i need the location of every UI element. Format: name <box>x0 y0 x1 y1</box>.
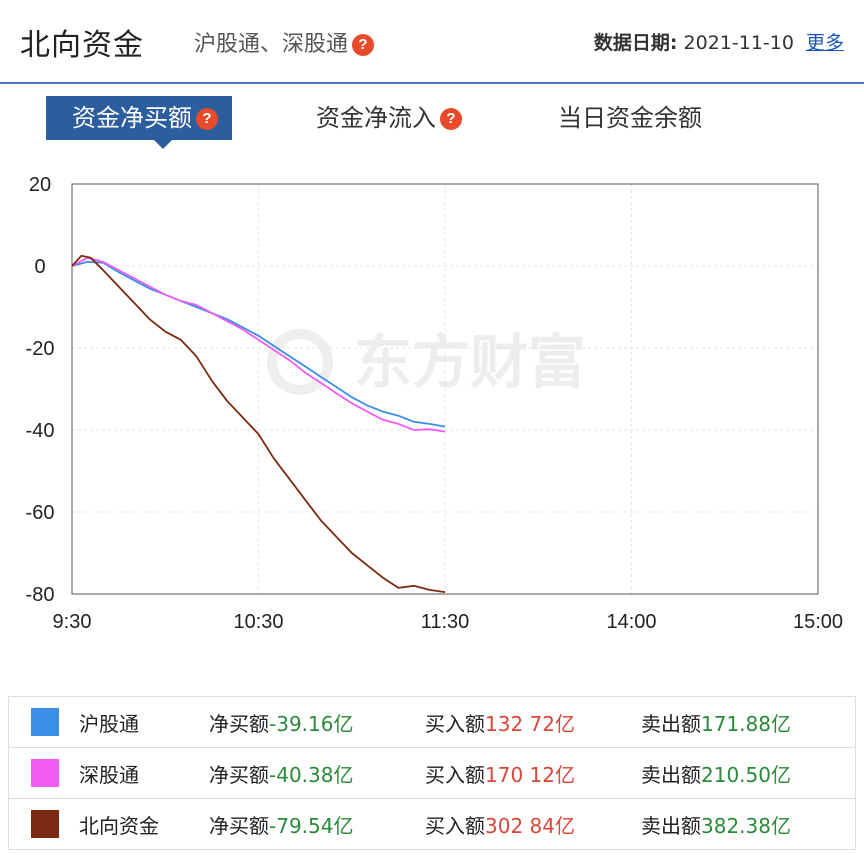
series-line-深股通 <box>71 256 446 433</box>
buy-value: 170 12亿 <box>485 762 575 787</box>
tab-net-inflow[interactable]: 资金净流入? <box>316 96 462 140</box>
buy-value: 132 72亿 <box>485 711 575 736</box>
legend-row: 北向资金 净买额-79.54亿 买入额302 84亿 卖出额382.38亿 <box>8 798 856 850</box>
question-icon[interactable]: ? <box>196 108 218 130</box>
y-tick-label: -60 <box>26 502 55 524</box>
series-line-沪股通 <box>71 261 446 428</box>
legend-name: 沪股通 <box>79 711 139 736</box>
y-tick-label: 0 <box>34 256 45 278</box>
sell-value: 382.38亿 <box>701 813 791 838</box>
plot-frame <box>71 183 819 595</box>
watermark: 东方财富 <box>354 328 586 396</box>
question-icon[interactable]: ? <box>352 34 375 56</box>
y-tick-label: 20 <box>29 174 51 196</box>
tab-balance-label: 当日资金余额 <box>558 104 702 132</box>
legend-swatch <box>31 759 59 787</box>
legend-swatch <box>31 810 59 838</box>
net-buy-label: 净买额 <box>209 762 269 787</box>
page-title: 北向资金 <box>20 28 144 63</box>
tab-net-buy[interactable]: 资金净买额? <box>46 96 232 149</box>
date-label: 数据日期: <box>593 32 678 54</box>
net-buy-chart: 东方财富 20 0 -20 -40 -60 -80 9:30 10:30 11:30 14:00 15… <box>26 174 843 633</box>
sell-label: 卖出额 <box>641 762 701 787</box>
sell-label: 卖出额 <box>641 711 701 736</box>
y-tick-label: -40 <box>26 420 55 442</box>
net-buy-label: 净买额 <box>209 813 269 838</box>
sell-label: 卖出额 <box>641 813 701 838</box>
page-subtitle: 沪股通、深股通? <box>194 26 375 58</box>
x-tick-label: 15:00 <box>793 611 843 633</box>
buy-label: 买入额 <box>425 762 485 787</box>
legend-swatch <box>31 708 59 736</box>
legend-row: 沪股通 净买额-39.16亿 买入额132 72亿 卖出额171.88亿 <box>8 696 856 748</box>
buy-label: 买入额 <box>425 711 485 736</box>
subtitle-text: 沪股通、深股通 <box>194 32 349 57</box>
more-link[interactable]: 更多 <box>805 32 844 54</box>
y-tick-label: -80 <box>26 584 55 606</box>
date-value: 2021-11-10 <box>683 32 794 54</box>
watermark-logo-icon <box>267 329 333 395</box>
tab-net-buy-label: 资金净买额 <box>72 104 192 132</box>
buy-value: 302 84亿 <box>485 813 575 838</box>
net-buy-value: -79.54亿 <box>269 813 354 838</box>
sell-value: 210.50亿 <box>701 762 791 787</box>
tab-net-inflow-label: 资金净流入 <box>316 104 436 132</box>
header: 北向资金 沪股通、深股通? 数据日期: 2021-11-10 更多 <box>0 0 864 84</box>
data-date: 数据日期: 2021-11-10 更多 <box>594 28 844 55</box>
sell-value: 171.88亿 <box>701 711 791 736</box>
net-buy-value: -39.16亿 <box>269 711 354 736</box>
x-tick-label: 11:30 <box>421 611 470 633</box>
legend-name: 北向资金 <box>79 813 159 838</box>
x-tick-label: 9:30 <box>53 611 92 633</box>
tab-balance[interactable]: 当日资金余额 <box>558 96 702 140</box>
series-line-北向资金 <box>71 254 446 593</box>
legend-table: 沪股通 净买额-39.16亿 买入额132 72亿 卖出额171.88亿 深股通 净买额-… <box>8 696 856 850</box>
net-buy-value: -40.38亿 <box>269 762 354 787</box>
legend-row: 深股通 净买额-40.38亿 买入额170 12亿 卖出额210.50亿 <box>8 747 856 799</box>
buy-label: 买入额 <box>425 813 485 838</box>
x-tick-label: 10:30 <box>233 611 283 633</box>
legend-name: 深股通 <box>79 762 139 787</box>
active-tab-caret <box>154 140 172 149</box>
question-icon[interactable]: ? <box>440 108 462 130</box>
x-tick-label: 14:00 <box>606 611 656 633</box>
net-buy-label: 净买额 <box>209 711 269 736</box>
tab-bar: 资金净买额? 资金净流入? 当日资金余额 <box>0 96 864 152</box>
y-tick-label: -20 <box>26 338 55 360</box>
